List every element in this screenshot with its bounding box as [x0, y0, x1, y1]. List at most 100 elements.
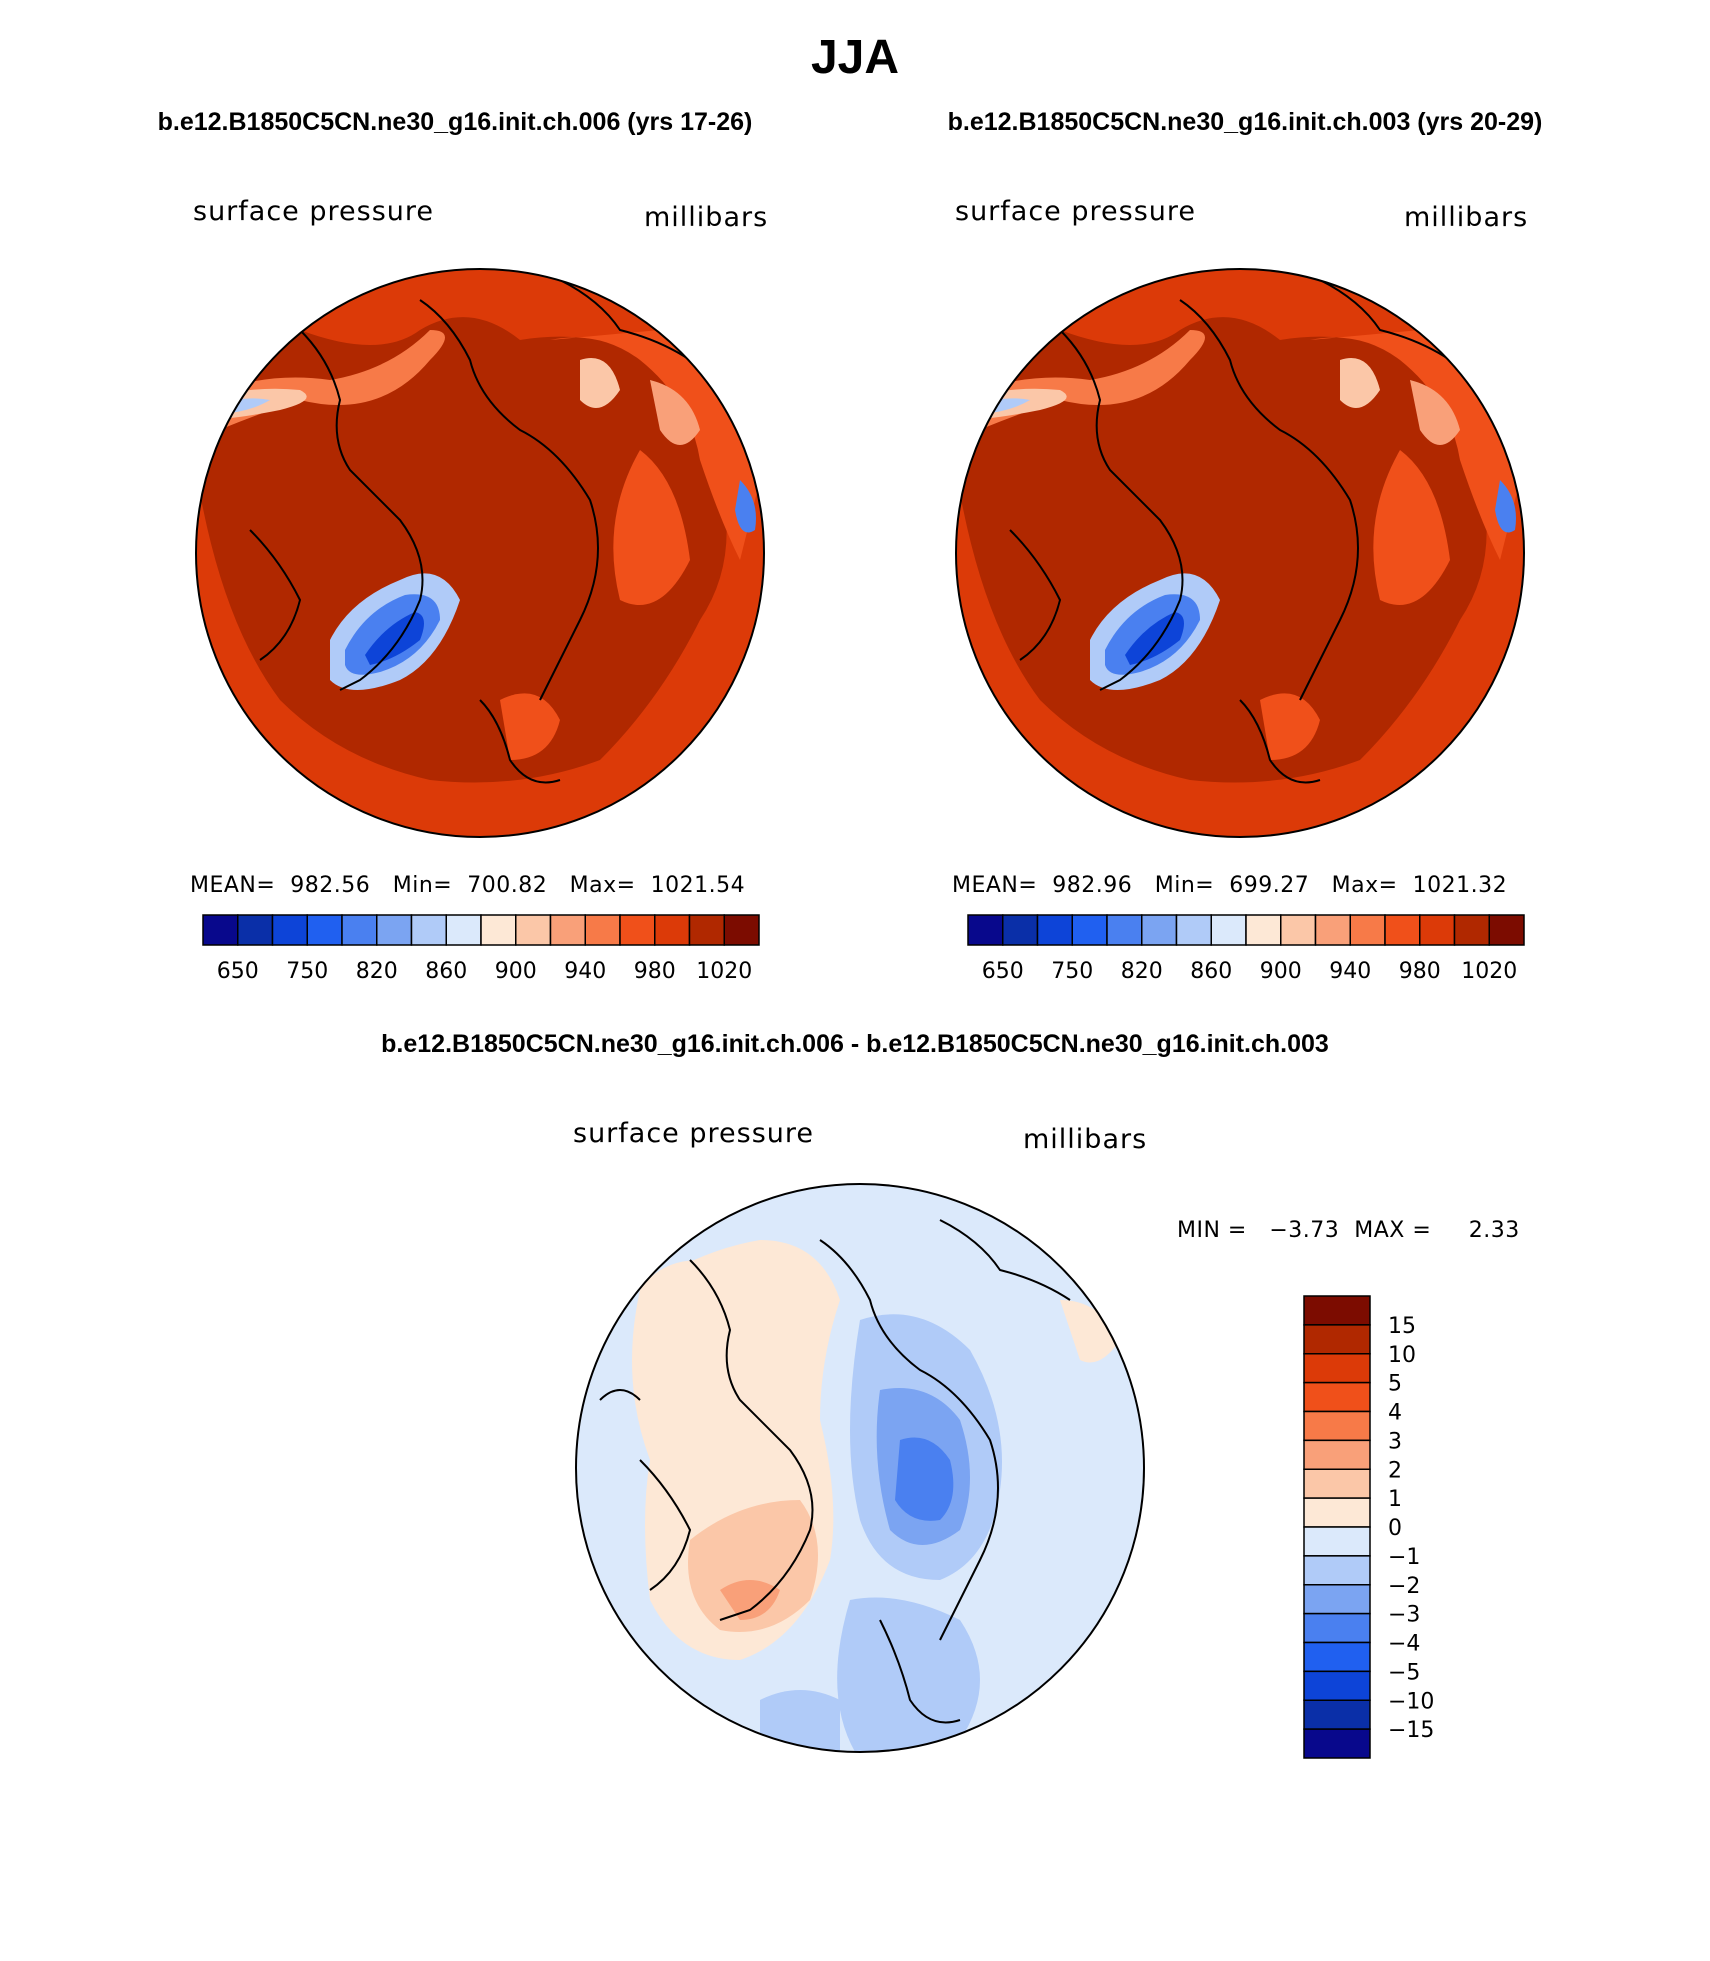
panel1-colorbar-tick-label: 1020 [696, 959, 752, 984]
panel3-colorbar-tick-label: −1 [1388, 1545, 1420, 1570]
panel2-colorbar-box [1036, 914, 1073, 946]
panel2-colorbar-box [1002, 914, 1039, 946]
panel1-stats: MEAN= 982.56 Min= 700.82 Max= 1021.54 [190, 873, 746, 898]
panel3-map-border [575, 1183, 1145, 1753]
panel2-colorbar-box [1071, 914, 1108, 946]
panel1-colorbar-tick-label: 940 [564, 959, 606, 984]
panel3-colorbar-tick-label: 5 [1388, 1372, 1402, 1397]
panel3-colorbar-box [1303, 1699, 1371, 1730]
panel3-colorbar-tick-label: −2 [1388, 1574, 1420, 1599]
panel1-colorbar-box [688, 914, 725, 946]
panel3-colorbar-tick-label: 15 [1388, 1314, 1416, 1339]
panel1-colorbar-box [723, 914, 760, 946]
panel3-colorbar-tick-label: 4 [1388, 1401, 1402, 1426]
panel3-colorbar-tick-label: −4 [1388, 1632, 1420, 1657]
panel1-units-label: millibars [644, 202, 769, 233]
panel2-colorbar-box [1141, 914, 1178, 946]
panel1-colorbar-tick-label: 980 [634, 959, 676, 984]
panel3-colorbar-tick-label: 2 [1388, 1458, 1402, 1483]
panel2-colorbar-tick-label: 940 [1329, 959, 1371, 984]
panel3-colorbar-box [1303, 1381, 1371, 1413]
diff-title: b.e12.B1850C5CN.ne30_g16.init.ch.006 - b… [381, 1030, 1329, 1058]
panel3-colorbar-tick-label: −5 [1388, 1660, 1420, 1685]
panel3-colorbar-tick-label: 1 [1388, 1487, 1402, 1512]
panel1-colorbar: 650 750 820 860 900 940 980 1020 [202, 914, 760, 984]
panel3-colorbar-tick-label: −10 [1388, 1689, 1434, 1714]
panel3-colorbar-tick-label: −15 [1388, 1718, 1434, 1743]
panel1-colorbar-box [549, 914, 586, 946]
panel3-colorbar-tick-label: 0 [1388, 1516, 1402, 1541]
panel3-colorbar-tick-label: 3 [1388, 1429, 1402, 1454]
panel1-map [196, 269, 764, 837]
panel2-colorbar-box [1175, 914, 1212, 946]
panel2-colorbar-box [1488, 914, 1525, 946]
panel2-colorbar-tick-label: 860 [1190, 959, 1232, 984]
panel2-colorbar-box [1349, 914, 1386, 946]
panel1-colorbar-box [202, 914, 239, 946]
panel1-colorbar-tick-label: 750 [286, 959, 328, 984]
panel3-colorbar-box [1303, 1468, 1371, 1499]
panel1-colorbar-box [376, 914, 413, 946]
panel2-map [956, 269, 1524, 837]
panel2-colorbar-box [1280, 914, 1317, 946]
panel3-colorbar-box [1303, 1439, 1371, 1470]
panel3-colorbar-box [1303, 1295, 1371, 1326]
panel1-colorbar-box [619, 914, 656, 946]
panel1-colorbar-tick-label: 820 [356, 959, 398, 984]
panel3-colorbar-box [1303, 1410, 1371, 1442]
panel2-variable-label: surface pressure [955, 196, 1196, 227]
panel3-colorbar-box [1303, 1526, 1371, 1557]
subtitle-right: b.e12.B1850C5CN.ne30_g16.init.ch.003 (yr… [947, 108, 1543, 136]
panel1-colorbar-tick-label: 900 [495, 959, 537, 984]
panel3-colorbar-box [1303, 1555, 1371, 1586]
panel1-colorbar-box [654, 914, 691, 946]
panel2-colorbar-box [1314, 914, 1351, 946]
panel3-map [576, 1184, 1144, 1752]
panel3-colorbar-box [1303, 1670, 1371, 1701]
panel3-colorbar-box [1303, 1584, 1371, 1615]
panel2-map-border [955, 268, 1525, 838]
panel3-colorbar-box [1303, 1641, 1371, 1673]
panel2-stats: MEAN= 982.96 Min= 699.27 Max= 1021.32 [952, 873, 1508, 898]
panel3-colorbar-box [1303, 1497, 1371, 1528]
panel2-colorbar: 650 750 820 860 900 940 980 1020 [967, 914, 1525, 984]
panel3-units-label: millibars [1023, 1124, 1148, 1155]
panel3-variable-label: surface pressure [573, 1118, 814, 1149]
panel2-coastlines [1009, 269, 1451, 784]
panel3-stats: MIN = −3.73 MAX = 2.33 [1177, 1218, 1520, 1243]
panel2-colorbar-tick-label: 980 [1399, 959, 1441, 984]
panel1-colorbar-box [480, 914, 517, 946]
panel1-colorbar-box [271, 914, 308, 946]
panel1-variable-label: surface pressure [193, 196, 434, 227]
panel1-colorbar-box [515, 914, 552, 946]
panel3-coastlines [599, 1219, 1071, 1724]
panel2-colorbar-box [1106, 914, 1143, 946]
panel2-colorbar-tick-label: 820 [1121, 959, 1163, 984]
panel2-units-label: millibars [1404, 202, 1529, 233]
panel1-map-border [195, 268, 765, 838]
panel1-colorbar-tick-label: 650 [217, 959, 259, 984]
panel2-colorbar-box [1453, 914, 1490, 946]
panel2-colorbar-tick-label: 1020 [1461, 959, 1517, 984]
panel2-colorbar-box [1210, 914, 1247, 946]
panel1-colorbar-box [306, 914, 343, 946]
panel3-colorbar-box [1303, 1728, 1371, 1759]
panel2-colorbar-box [1245, 914, 1282, 946]
panel3-colorbar-tick-label: −3 [1388, 1603, 1420, 1628]
panel2-colorbar-box [1384, 914, 1421, 946]
panel1-colorbar-tick-label: 860 [425, 959, 467, 984]
panel2-colorbar-tick-label: 900 [1260, 959, 1302, 984]
panel1-colorbar-box [410, 914, 447, 946]
panel2-colorbar-box [967, 914, 1004, 946]
panel3-colorbar-box [1303, 1612, 1371, 1644]
subtitle-left: b.e12.B1850C5CN.ne30_g16.init.ch.006 (yr… [157, 108, 753, 136]
panel3-colorbar-tick-label: 10 [1388, 1343, 1416, 1368]
panel3-colorbar-box [1303, 1324, 1371, 1355]
panel1-colorbar-box [584, 914, 621, 946]
panel2-colorbar-tick-label: 650 [982, 959, 1024, 984]
panel1-colorbar-box [341, 914, 378, 946]
panel2-colorbar-tick-label: 750 [1051, 959, 1093, 984]
panel1-colorbar-box [445, 914, 482, 946]
